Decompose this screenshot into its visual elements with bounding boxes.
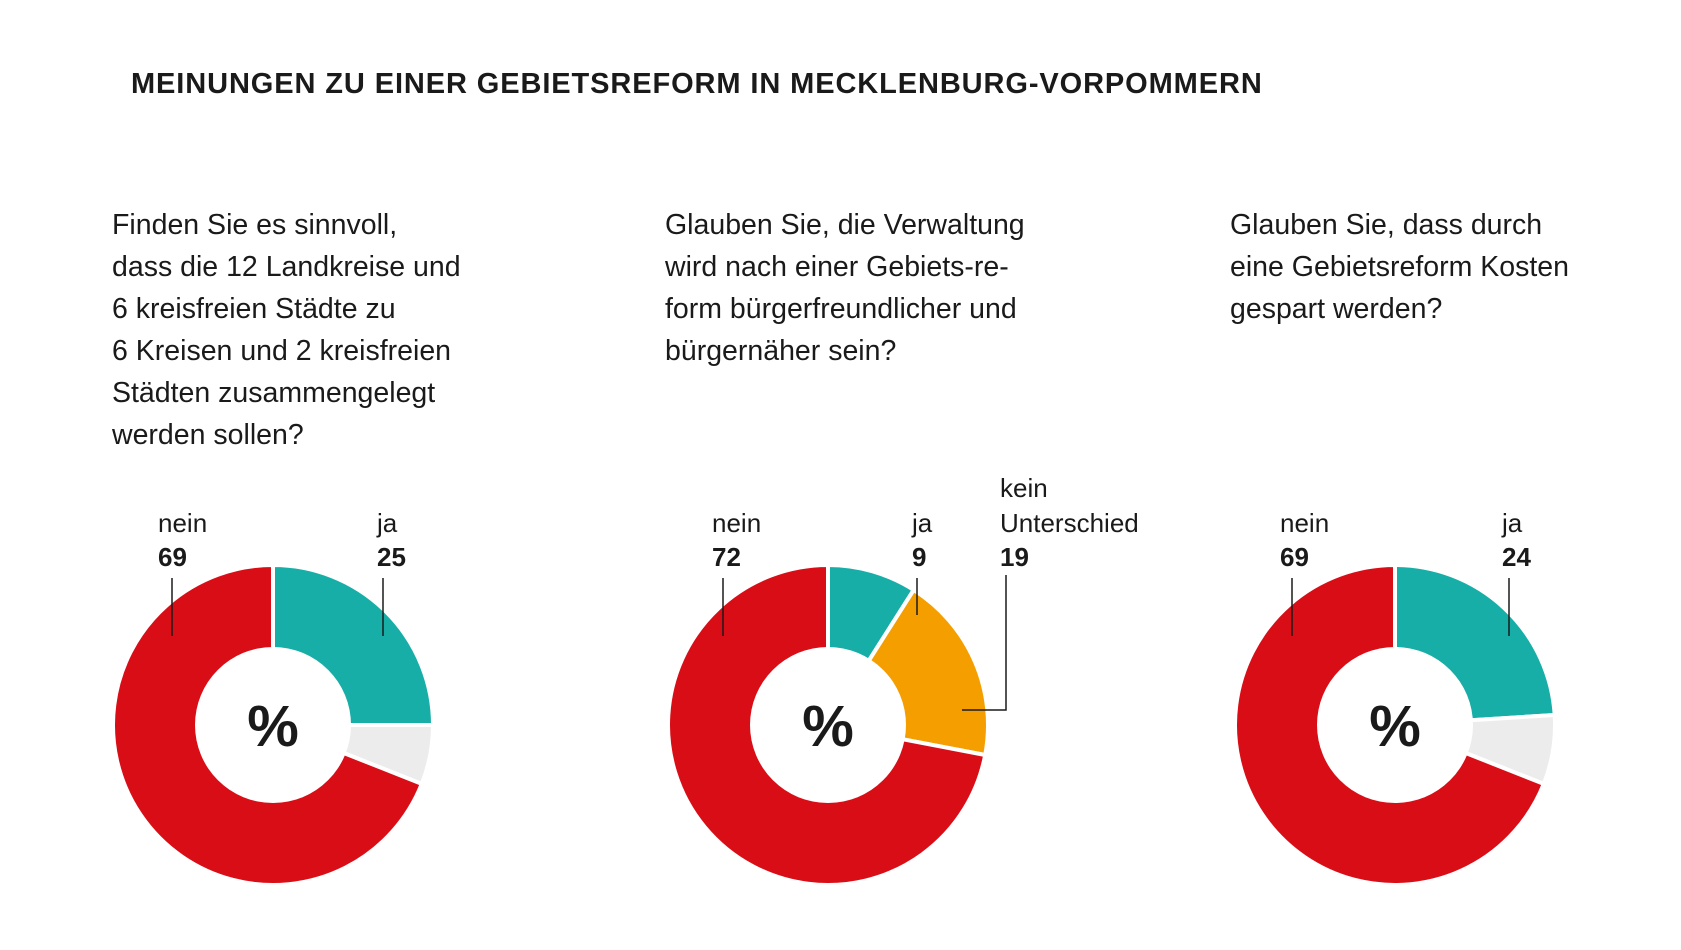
question-line: Finden Sie es sinnvoll, — [112, 209, 398, 241]
donut-hole — [195, 647, 351, 803]
label-kein-unterschied-line-2: Unterschied — [1000, 508, 1139, 538]
value-nein: 72 — [712, 542, 741, 572]
value-nein: 69 — [1280, 542, 1309, 572]
value-nein: 69 — [158, 542, 187, 572]
label-kein-unterschied-line-1: kein — [1000, 473, 1048, 503]
question-line: gespart werden? — [1230, 293, 1443, 325]
question-2: Glauben Sie, die Verwaltung wird nach ei… — [665, 204, 1025, 372]
value-ja: 25 — [377, 542, 406, 572]
donut-hole — [1317, 647, 1473, 803]
value-ja: 9 — [912, 542, 926, 572]
question-line: werden sollen? — [112, 419, 304, 451]
value-ja: 24 — [1502, 542, 1531, 572]
question-line: Glauben Sie, dass durch — [1230, 209, 1543, 241]
page-title: MEINUNGEN ZU EINER GEBIETSREFORM IN MECK… — [131, 68, 1263, 100]
donut-chart-3: % nein 69 ja 24 — [1232, 508, 1557, 887]
question-3: Glauben Sie, dass durch eine Gebietsrefo… — [1230, 204, 1569, 330]
center-percent-label: % — [802, 694, 854, 759]
center-percent-label: % — [1369, 694, 1421, 759]
question-line: dass die 12 Landkreise und — [112, 251, 461, 283]
label-nein: nein — [1280, 508, 1329, 538]
question-line: wird nach einer Gebiets-re- — [665, 251, 1009, 283]
question-line: 6 kreisfreien Städte zu — [112, 293, 396, 325]
label-nein: nein — [712, 508, 761, 538]
value-kein-unterschied: 19 — [1000, 542, 1029, 572]
question-line: Glauben Sie, die Verwaltung — [665, 209, 1025, 241]
question-line: eine Gebietsreform Kosten — [1230, 251, 1570, 283]
label-nein: nein — [158, 508, 207, 538]
question-line: form bürgerfreundlicher und — [665, 293, 1017, 325]
leader-kein-unterschied — [962, 575, 1007, 711]
question-line: 6 Kreisen und 2 kreisfreien — [112, 335, 452, 367]
center-percent-label: % — [247, 694, 299, 759]
question-line: bürgernäher sein? — [665, 335, 897, 367]
label-ja: ja — [1501, 508, 1523, 538]
question-line: Städten zusammengelegt — [112, 377, 436, 409]
question-1: Finden Sie es sinnvoll, dass die 12 Land… — [112, 204, 461, 456]
label-ja: ja — [376, 508, 398, 538]
donut-chart-2: % nein 72 ja 9 kein Unterschied 19 — [666, 473, 1139, 887]
donut-chart-1: % nein 69 ja 25 — [110, 508, 435, 887]
donut-hole — [750, 647, 906, 803]
label-ja: ja — [911, 508, 933, 538]
